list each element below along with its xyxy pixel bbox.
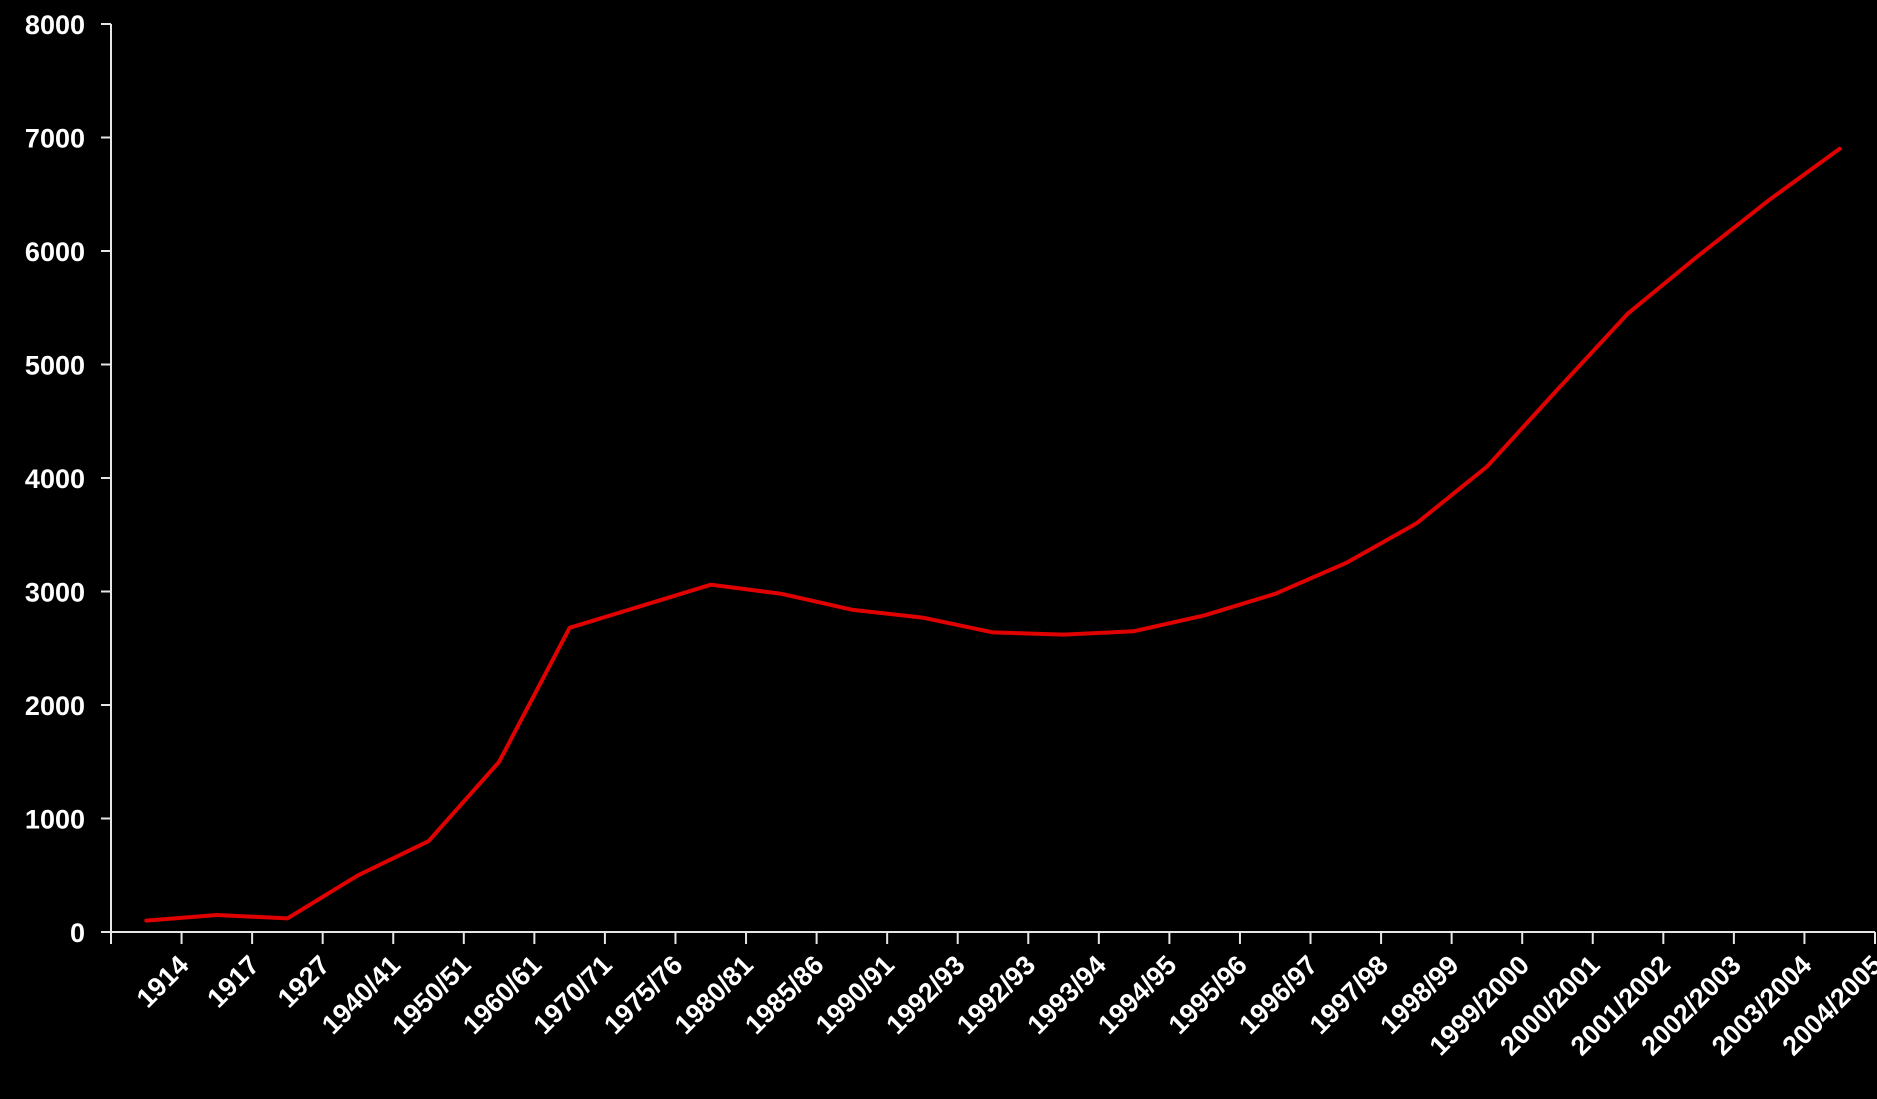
x-tick-label: 1940/41 (316, 950, 406, 1040)
y-tick-label: 3000 (25, 578, 85, 608)
x-tick-label: 1992/93 (951, 950, 1041, 1040)
x-tick-label: 1927 (272, 950, 336, 1014)
y-tick-label: 7000 (25, 124, 85, 154)
x-axis: 1914 1917 19271940/411950/511960/611970/71… (110, 931, 1877, 1061)
x-tick-label: 1975/76 (598, 950, 688, 1040)
y-tick-label: 8000 (25, 10, 85, 40)
y-tick-label: 0 (70, 918, 85, 948)
x-tick-label: 1960/61 (457, 950, 547, 1040)
x-tick-label: 1917 (201, 950, 265, 1014)
series-line (144, 146, 1842, 923)
x-tick-label: 1995/96 (1163, 950, 1253, 1040)
x-tick-label: 1993/94 (1022, 950, 1112, 1040)
x-tick-label: 1996/97 (1233, 950, 1323, 1040)
series-layer (144, 146, 1842, 923)
x-tick-label: 1970/71 (528, 950, 618, 1040)
y-axis: 0 1000 2000 3000 4000 5000 6000 7000 8000 (25, 10, 112, 948)
x-tick-label: 1997/98 (1304, 950, 1394, 1040)
x-tick-label: 1980/81 (669, 950, 759, 1040)
x-tick-label: 1992/93 (880, 950, 970, 1040)
x-tick-label: 1950/51 (387, 950, 477, 1040)
x-tick-label: 1985/86 (739, 950, 829, 1040)
y-tick-label: 2000 (25, 691, 85, 721)
y-tick-label: 1000 (25, 805, 85, 835)
x-tick-label: 1994/95 (1092, 950, 1182, 1040)
y-tick-label: 4000 (25, 464, 85, 494)
x-tick-label: 1914 (131, 950, 195, 1014)
y-tick-label: 5000 (25, 351, 85, 381)
y-tick-label: 6000 (25, 237, 85, 267)
x-tick-label: 1990/91 (810, 950, 900, 1040)
